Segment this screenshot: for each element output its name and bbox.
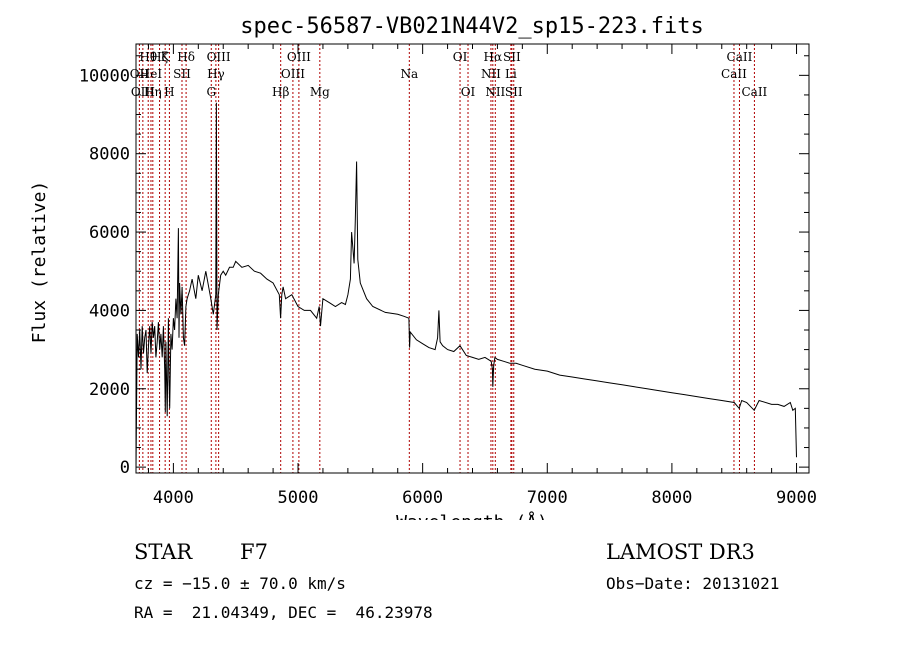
spectrum-series-line bbox=[135, 102, 797, 472]
x-tick-label: 7000 bbox=[527, 488, 568, 508]
line-label: OII bbox=[130, 67, 150, 81]
plot-frame bbox=[135, 43, 810, 474]
line-label: Hδ bbox=[177, 50, 195, 64]
x-axis: 4000 5000 6000 7000 8000 9000 bbox=[147, 44, 817, 508]
obs-date: Obs−Date: 20131021 bbox=[606, 574, 780, 593]
line-label: Hα bbox=[484, 50, 503, 64]
line-label: NII bbox=[485, 85, 505, 99]
line-label: K bbox=[161, 50, 171, 64]
y-tick-label: 2000 bbox=[89, 380, 130, 400]
y-tick-label: 4000 bbox=[89, 301, 130, 321]
chart-title: spec-56587-VB021N44V2_sp15-223.fits bbox=[240, 14, 704, 39]
y-axis: 0 2000 4000 6000 8000 10000 bbox=[79, 55, 809, 478]
object-subclass: F7 bbox=[240, 540, 268, 564]
y-tick-label: 8000 bbox=[89, 145, 130, 165]
y-axis-label: Flux (relative) bbox=[29, 181, 50, 344]
line-label: G bbox=[206, 85, 216, 99]
line-label: Li bbox=[505, 67, 517, 81]
line-label: Mg bbox=[310, 85, 330, 99]
line-markers bbox=[138, 44, 755, 473]
line-label: Na bbox=[400, 67, 418, 81]
x-tick-label: 9000 bbox=[776, 488, 817, 508]
x-tick-label: 4000 bbox=[153, 488, 194, 508]
redshift-text: cz = −15.0 ± 70.0 km/s bbox=[134, 574, 346, 593]
y-tick-label: 6000 bbox=[89, 223, 130, 243]
x-tick-label: 6000 bbox=[402, 488, 443, 508]
line-label: Hθ bbox=[139, 50, 157, 64]
y-tick-label: 10000 bbox=[79, 66, 130, 86]
line-label: CaII bbox=[727, 50, 753, 64]
x-axis-label: Wavelength (Å) bbox=[396, 511, 548, 520]
spectrum-chart: spec-56587-VB021N44V2_sp15-223.fits 4000… bbox=[29, 14, 817, 520]
survey-name: LAMOST DR3 bbox=[606, 540, 755, 564]
line-label: OIII bbox=[131, 85, 155, 99]
line-label: Hβ bbox=[272, 85, 289, 99]
line-label: OIII bbox=[281, 67, 305, 81]
x-tick-label: 8000 bbox=[651, 488, 692, 508]
line-label: Hγ bbox=[207, 67, 225, 81]
line-label: OI bbox=[461, 85, 476, 99]
line-label: CaII bbox=[741, 85, 767, 99]
line-label: NII bbox=[481, 67, 501, 81]
line-label: SII bbox=[505, 85, 523, 99]
object-class: STAR bbox=[134, 540, 193, 564]
line-label: HeI bbox=[140, 67, 163, 81]
y-tick-label: 0 bbox=[120, 458, 130, 478]
line-label: Hζ bbox=[151, 50, 168, 64]
x-tick-label: 5000 bbox=[278, 488, 319, 508]
line-label: OIII bbox=[287, 50, 311, 64]
line-label: Hη bbox=[144, 85, 162, 99]
line-label: OIII bbox=[207, 50, 231, 64]
line-label: OI bbox=[453, 50, 468, 64]
line-label: H bbox=[164, 85, 174, 99]
coordinates-text: RA = 21.04349, DEC = 46.23978 bbox=[134, 603, 433, 622]
line-label: SII bbox=[503, 50, 521, 64]
line-label: CaII bbox=[721, 67, 747, 81]
line-labels: HθOIIOIIIHηHeIHζKHSIIHδGHγOIIIHβOIIIOIII… bbox=[130, 50, 768, 99]
line-label: SII bbox=[173, 67, 191, 81]
